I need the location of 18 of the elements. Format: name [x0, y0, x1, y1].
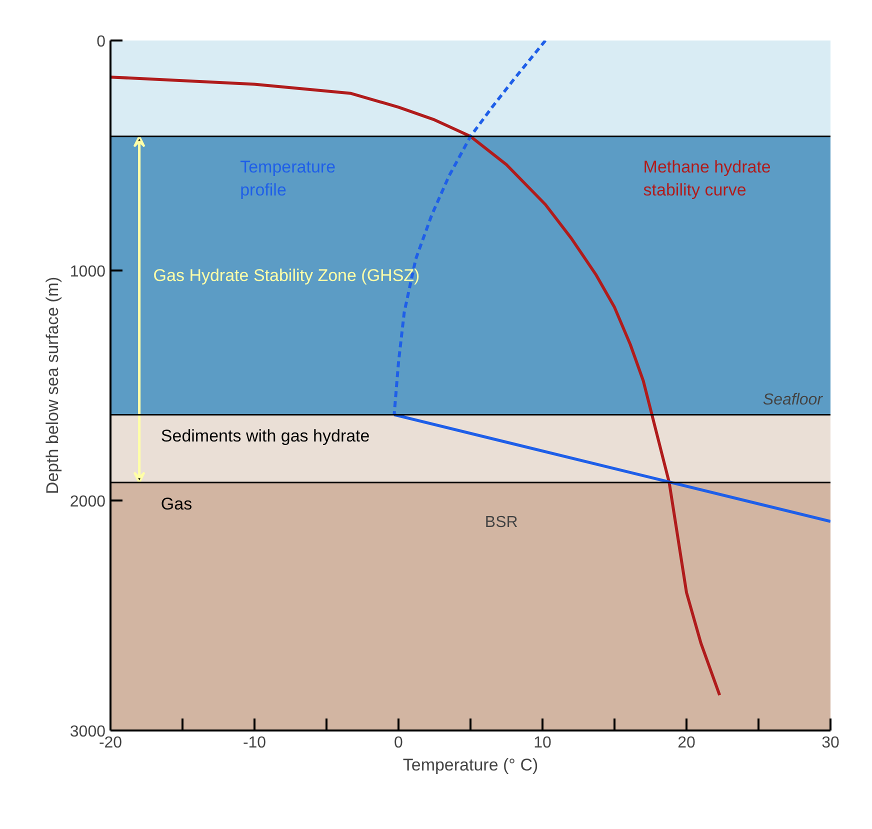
text: Temperature profile	[240, 158, 336, 200]
text: Methane hydrate stability curve	[643, 158, 771, 200]
x-tick-label: 10	[534, 734, 552, 752]
ref-line-label: Seafloor	[762, 392, 824, 409]
x-tick-label: 30	[822, 734, 840, 752]
band-label: Sediments with gas hydrate	[160, 426, 370, 446]
annotation: Gas Hydrate Stability Zone (GHSZ)	[153, 266, 420, 286]
band-label: Gas	[160, 494, 192, 514]
x-tick-label: 20	[678, 734, 696, 752]
y-tick-label: 0	[96, 34, 106, 50]
x-tick-label: -10	[242, 734, 266, 752]
y-axis-title: Depth below sea surface (m)	[42, 276, 62, 494]
y-tick-label: 3000	[70, 724, 106, 740]
x-tick-label: 0	[394, 734, 404, 752]
ref-line-label: BSR	[484, 514, 518, 532]
x-axis-title: Temperature (° C)	[402, 756, 538, 774]
y-tick-label: 2000	[70, 494, 106, 510]
y-tick-label: 1000	[70, 264, 106, 280]
